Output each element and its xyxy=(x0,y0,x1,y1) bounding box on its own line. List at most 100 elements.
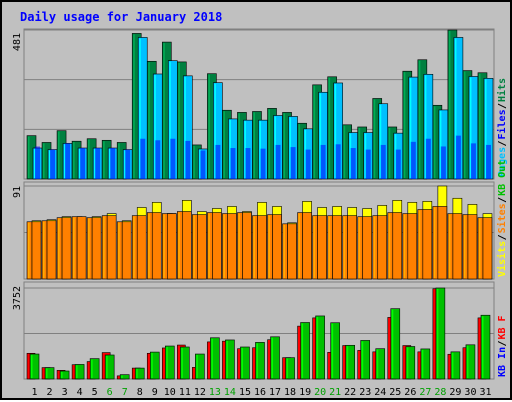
day-tick-label: 16 xyxy=(254,387,266,398)
day-tick-label: 18 xyxy=(284,387,296,398)
day-tick-label: 14 xyxy=(224,387,236,398)
files-bar xyxy=(350,148,356,179)
sites-bar-front xyxy=(197,214,207,280)
sites-bar-front xyxy=(151,212,162,280)
kbout-bar xyxy=(375,348,386,380)
sites-bar-front xyxy=(302,212,312,280)
legend-separator: / xyxy=(497,197,508,203)
files-bar xyxy=(125,149,131,179)
files-bar xyxy=(65,143,71,179)
day-tick-label: 6 xyxy=(107,387,113,398)
legend-kb-f: KB F xyxy=(497,315,508,339)
files-bar xyxy=(245,148,251,179)
sites-bar-front xyxy=(287,223,297,280)
day-tick-label: 20 xyxy=(314,387,326,398)
legend-separator: / xyxy=(497,103,508,109)
files-bar xyxy=(485,144,491,179)
day-tick-label: 3 xyxy=(62,387,68,398)
kbout-bar xyxy=(390,308,401,380)
day-tick-label: 28 xyxy=(434,387,446,398)
sites-bar-front xyxy=(136,215,147,280)
day-tick-label: 9 xyxy=(152,387,158,398)
day-tick-label: 22 xyxy=(344,387,356,398)
legend-files: Files xyxy=(496,109,508,139)
kbout-bar xyxy=(74,364,85,380)
files-bar xyxy=(110,148,116,179)
kbout-bar xyxy=(450,351,461,380)
kbout-bar xyxy=(270,336,280,380)
files-bar xyxy=(395,149,401,179)
files-bar xyxy=(200,150,206,179)
day-tick-label: 8 xyxy=(137,387,143,398)
files-bar xyxy=(305,149,311,179)
sites-bar-front xyxy=(91,217,102,280)
day-tick-label: 29 xyxy=(449,387,461,398)
day-tick-label: 7 xyxy=(122,387,128,398)
sites-bar-front xyxy=(121,221,132,280)
kbout-bar xyxy=(210,337,220,380)
legend-visits: Visits xyxy=(496,241,508,277)
files-bar xyxy=(215,144,221,179)
sites-bar-front xyxy=(182,211,192,280)
sites-bar-front xyxy=(452,213,463,280)
sites-bar-front xyxy=(362,216,373,280)
day-tick-label: 2 xyxy=(47,387,53,398)
day-tick-label: 23 xyxy=(359,387,371,398)
sites-bar-front xyxy=(227,213,237,280)
legend-sites: Sites xyxy=(496,203,508,233)
sites-bar-front xyxy=(317,215,327,280)
sites-bar-front xyxy=(482,217,493,280)
sites-bar-front xyxy=(106,215,117,280)
sites-bar-front xyxy=(407,213,418,280)
kbout-bar xyxy=(300,322,310,380)
day-tick-label: 4 xyxy=(77,387,83,398)
kbout-bar xyxy=(29,353,40,380)
files-bar xyxy=(290,147,296,179)
files-bar xyxy=(95,148,101,179)
legend-separator: / xyxy=(497,234,508,240)
day-tick-label: 30 xyxy=(464,387,476,398)
files-bar xyxy=(155,140,161,179)
kbout-bar xyxy=(405,346,416,380)
kbout-bar xyxy=(240,346,250,380)
sites-bar-front xyxy=(347,215,357,280)
sites-bar-front xyxy=(467,214,478,280)
legend-separator: / xyxy=(497,340,508,346)
day-tick-label: 5 xyxy=(92,387,98,398)
sites-bar-front xyxy=(257,215,267,280)
day-tick-label: 31 xyxy=(479,387,491,398)
kbout-bar xyxy=(134,367,145,380)
sites-bar-front xyxy=(332,215,342,280)
sites-bar-front xyxy=(31,221,42,280)
files-bar xyxy=(275,144,281,179)
files-bar xyxy=(455,135,461,179)
files-bar xyxy=(260,148,266,179)
kbout-bar xyxy=(119,374,130,380)
top-max-label: 481 xyxy=(12,33,23,51)
sites-bar-front xyxy=(46,220,57,280)
sites-bar-front xyxy=(272,214,282,280)
legend-kb-in: KB In xyxy=(497,347,508,377)
kbout-bar xyxy=(180,346,190,380)
files-bar xyxy=(170,138,176,179)
day-tick-label: 21 xyxy=(329,387,341,398)
kbout-bar xyxy=(345,344,355,380)
kbout-bar xyxy=(480,314,491,380)
sites-bar-front xyxy=(166,213,177,280)
sites-bar-front xyxy=(242,212,252,280)
files-bar xyxy=(140,138,146,179)
kbout-bar xyxy=(89,358,100,380)
kbout-bar xyxy=(330,322,340,380)
files-bar xyxy=(320,144,326,179)
day-tick-label: 25 xyxy=(389,387,401,398)
day-tick-label: 1 xyxy=(32,387,38,398)
day-tick-label: 19 xyxy=(299,387,311,398)
day-tick-label: 13 xyxy=(209,387,221,398)
kbout-bar xyxy=(315,315,325,380)
files-bar xyxy=(410,141,416,179)
sites-bar-front xyxy=(392,212,403,280)
kbout-bar xyxy=(59,370,70,380)
day-tick-label: 26 xyxy=(404,387,416,398)
kbout-bar xyxy=(465,344,476,380)
